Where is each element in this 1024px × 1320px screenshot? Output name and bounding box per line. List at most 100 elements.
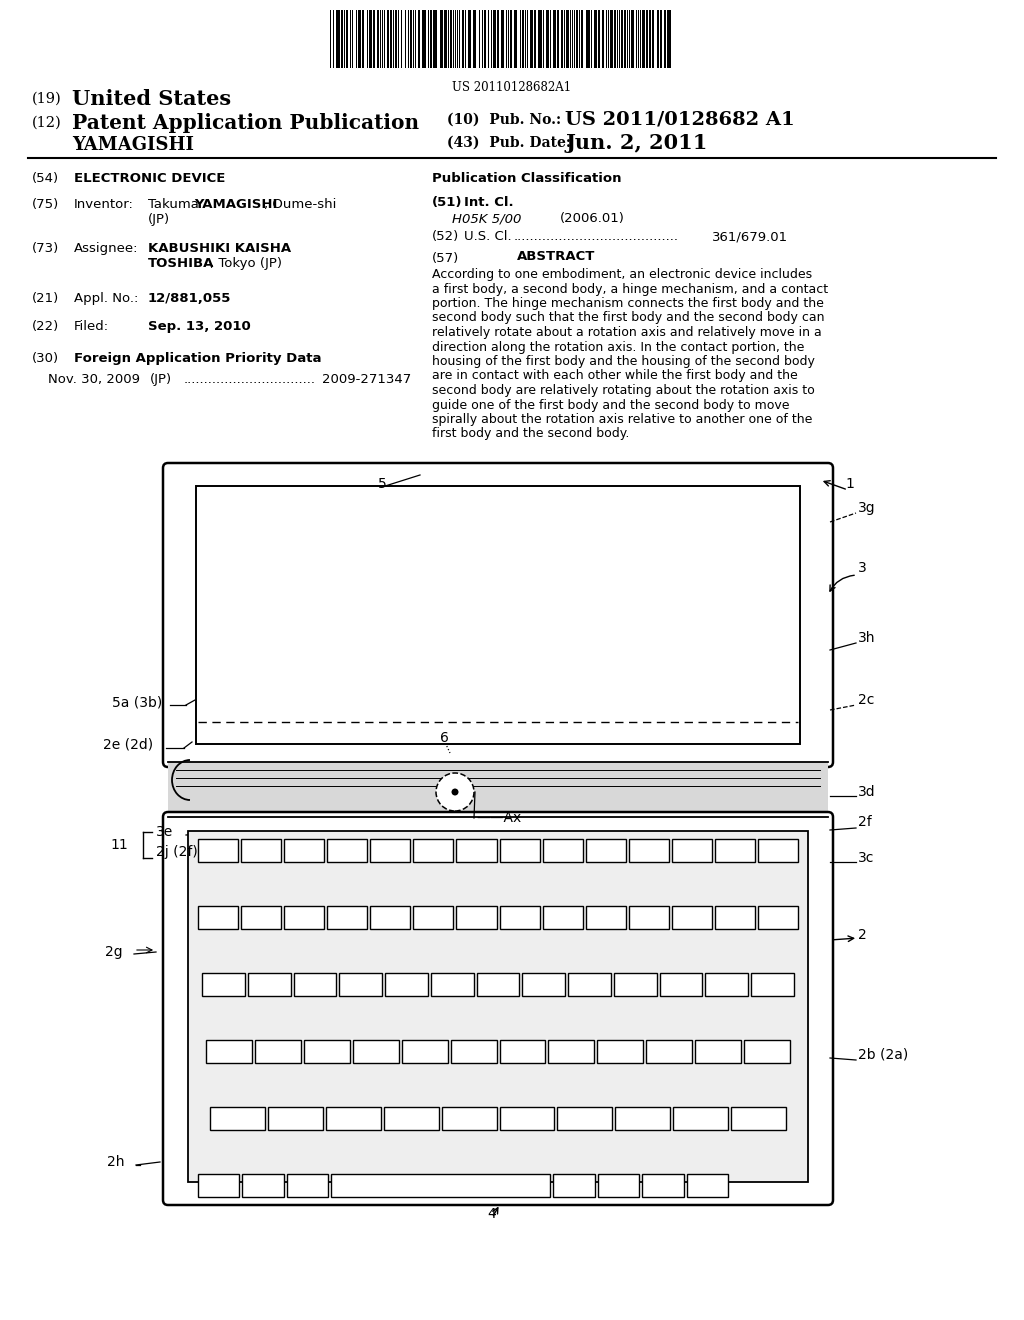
Bar: [390, 11, 392, 69]
Text: (52): (52): [432, 230, 459, 243]
Text: second body such that the first body and the second body can: second body such that the first body and…: [432, 312, 824, 325]
Bar: [395, 11, 397, 69]
Bar: [168, 762, 828, 817]
Bar: [332, 1173, 551, 1197]
Bar: [457, 840, 497, 862]
Text: direction along the rotation axis. In the contact portion, the: direction along the rotation axis. In th…: [432, 341, 805, 354]
Bar: [586, 906, 626, 929]
Bar: [586, 11, 590, 69]
Bar: [450, 11, 452, 69]
Text: 2: 2: [858, 928, 866, 942]
Text: Foreign Application Priority Data: Foreign Application Priority Data: [74, 352, 322, 366]
Bar: [444, 11, 447, 69]
Bar: [715, 906, 755, 929]
Bar: [202, 973, 245, 997]
Text: Assignee:: Assignee:: [74, 242, 138, 255]
Text: 5: 5: [378, 477, 387, 491]
Text: (JP): (JP): [150, 374, 172, 385]
Bar: [294, 973, 336, 997]
Text: (19): (19): [32, 92, 61, 106]
Text: KABUSHIKI KAISHA: KABUSHIKI KAISHA: [148, 242, 291, 255]
Bar: [248, 973, 291, 997]
Text: TOSHIBA: TOSHIBA: [148, 257, 214, 271]
Text: Int. Cl.: Int. Cl.: [464, 195, 514, 209]
Text: 3: 3: [858, 561, 866, 576]
Text: U.S. Cl.: U.S. Cl.: [464, 230, 512, 243]
Text: , Tokyo (JP): , Tokyo (JP): [210, 257, 282, 271]
Bar: [598, 11, 600, 69]
Bar: [646, 11, 648, 69]
Bar: [414, 906, 454, 929]
Text: Filed:: Filed:: [74, 319, 110, 333]
Bar: [341, 11, 343, 69]
Bar: [287, 1173, 329, 1197]
Bar: [664, 11, 666, 69]
Text: Sep. 13, 2010: Sep. 13, 2010: [148, 319, 251, 333]
Bar: [672, 840, 712, 862]
Bar: [538, 11, 542, 69]
Bar: [500, 1040, 546, 1063]
Bar: [414, 840, 454, 862]
Bar: [451, 1040, 497, 1063]
Bar: [358, 11, 361, 69]
Bar: [557, 1107, 612, 1130]
Bar: [501, 11, 504, 69]
Bar: [255, 1040, 301, 1063]
Bar: [497, 11, 499, 69]
Text: YAMAGISHI: YAMAGISHI: [194, 198, 278, 211]
Bar: [594, 11, 597, 69]
Bar: [629, 906, 669, 929]
Bar: [422, 11, 426, 69]
Bar: [615, 1107, 670, 1130]
Text: 2009-271347: 2009-271347: [322, 374, 412, 385]
Bar: [649, 11, 651, 69]
Bar: [561, 11, 563, 69]
Bar: [241, 906, 282, 929]
Bar: [401, 1040, 447, 1063]
Bar: [198, 1173, 240, 1197]
Text: a first body, a second body, a hinge mechanism, and a contact: a first body, a second body, a hinge mec…: [432, 282, 828, 296]
Bar: [657, 11, 659, 69]
Bar: [210, 1107, 265, 1130]
Bar: [758, 840, 798, 862]
Bar: [667, 11, 671, 69]
Bar: [744, 1040, 790, 1063]
Bar: [597, 1040, 643, 1063]
Text: Nov. 30, 2009: Nov. 30, 2009: [48, 374, 140, 385]
Bar: [695, 1040, 741, 1063]
Text: 2g: 2g: [105, 945, 123, 960]
Bar: [586, 840, 626, 862]
Text: (22): (22): [32, 319, 59, 333]
Bar: [284, 906, 325, 929]
Bar: [473, 11, 476, 69]
Bar: [500, 1107, 554, 1130]
Text: 3d: 3d: [858, 785, 876, 799]
Bar: [430, 11, 432, 69]
Text: (JP): (JP): [148, 213, 170, 226]
Text: ........................................: ........................................: [514, 230, 679, 243]
Text: first body and the second body.: first body and the second body.: [432, 428, 630, 441]
Bar: [206, 1040, 252, 1063]
Bar: [553, 1173, 595, 1197]
Bar: [575, 11, 578, 69]
Text: guide one of the first body and the second body to move: guide one of the first body and the seco…: [432, 399, 790, 412]
Bar: [510, 11, 512, 69]
Text: are in contact with each other while the first body and the: are in contact with each other while the…: [432, 370, 798, 383]
Bar: [243, 1173, 284, 1197]
Bar: [346, 11, 348, 69]
Bar: [543, 840, 583, 862]
Bar: [672, 906, 712, 929]
Bar: [339, 973, 382, 997]
Bar: [328, 906, 368, 929]
Circle shape: [452, 788, 459, 796]
Text: , Oume-shi: , Oume-shi: [264, 198, 336, 211]
Bar: [371, 840, 411, 862]
Bar: [598, 1173, 639, 1197]
Bar: [304, 1040, 350, 1063]
Bar: [631, 11, 634, 69]
Bar: [549, 1040, 594, 1063]
Text: ——Ax: ——Ax: [476, 810, 521, 825]
Text: US 20110128682A1: US 20110128682A1: [453, 81, 571, 94]
Bar: [646, 1040, 692, 1063]
Bar: [336, 11, 340, 69]
